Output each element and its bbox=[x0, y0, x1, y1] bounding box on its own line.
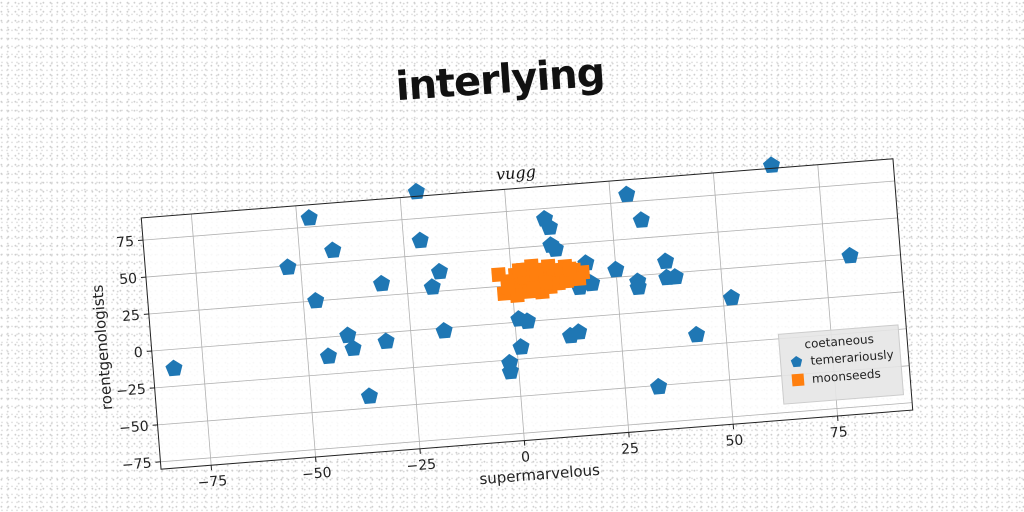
legend-marker-temerariously bbox=[790, 356, 803, 368]
data-point-temerariously bbox=[629, 278, 647, 296]
data-point-temerariously bbox=[279, 258, 297, 276]
data-point-temerariously bbox=[618, 185, 636, 203]
y-axis-label: roentgenologists bbox=[88, 284, 116, 411]
data-point-temerariously bbox=[344, 339, 362, 357]
x-grid-line bbox=[399, 197, 421, 449]
data-point-temerariously bbox=[570, 323, 588, 340]
x-tick-label: 0 bbox=[521, 449, 531, 466]
data-point-temerariously bbox=[650, 377, 668, 395]
data-point-temerariously bbox=[165, 359, 183, 377]
legend-label-moonseeds: moonseeds bbox=[811, 366, 881, 385]
data-point-temerariously bbox=[607, 260, 625, 278]
legend-label-temerariously: temerariously bbox=[810, 347, 894, 367]
x-tick-label: 75 bbox=[829, 424, 848, 441]
data-point-temerariously bbox=[430, 262, 448, 280]
chart-suptitle: interlying bbox=[394, 50, 605, 110]
x-grid-line bbox=[295, 205, 316, 458]
data-point-temerariously bbox=[307, 291, 325, 309]
y-tick-label: 0 bbox=[133, 345, 143, 362]
data-point-temerariously bbox=[632, 211, 650, 228]
data-point-temerariously bbox=[339, 326, 357, 344]
data-point-temerariously bbox=[377, 332, 395, 350]
data-point-moonseeds bbox=[500, 279, 516, 295]
legend-marker-moonseeds bbox=[791, 373, 805, 387]
y-grid-line bbox=[145, 217, 898, 278]
data-point-temerariously bbox=[435, 321, 453, 339]
data-point-temerariously bbox=[512, 338, 530, 355]
x-grid-line bbox=[608, 181, 630, 433]
plot-frame bbox=[140, 158, 914, 470]
x-tick-label: 25 bbox=[621, 441, 640, 458]
y-tick-label: −25 bbox=[116, 382, 147, 400]
y-grid-line bbox=[160, 402, 913, 463]
y-tick-label: 75 bbox=[116, 234, 135, 251]
data-point-temerariously bbox=[540, 218, 558, 236]
data-point-moonseeds bbox=[538, 275, 554, 291]
x-tick-label: −75 bbox=[197, 473, 228, 491]
data-point-temerariously bbox=[407, 182, 425, 200]
data-point-moonseeds bbox=[525, 280, 541, 296]
chart-title: vugg bbox=[495, 162, 536, 184]
data-point-temerariously bbox=[546, 240, 564, 257]
data-point-temerariously bbox=[687, 325, 706, 343]
data-point-moonseeds bbox=[558, 273, 574, 289]
legend-title: coetaneous bbox=[804, 332, 874, 351]
x-tick-label: −50 bbox=[302, 465, 333, 483]
data-point-moonseeds bbox=[511, 262, 527, 278]
data-point-temerariously bbox=[372, 274, 391, 292]
y-tick-label: −75 bbox=[121, 456, 152, 474]
data-point-temerariously bbox=[501, 362, 519, 380]
data-point-temerariously bbox=[360, 387, 378, 404]
data-point-temerariously bbox=[841, 246, 859, 264]
data-point-temerariously bbox=[518, 312, 536, 330]
y-tick-label: −50 bbox=[119, 419, 150, 437]
y-tick-label: 50 bbox=[119, 271, 138, 288]
x-tick-label: −25 bbox=[406, 457, 437, 475]
x-grid-line bbox=[190, 213, 212, 466]
data-point-moonseeds bbox=[562, 261, 578, 277]
data-point-temerariously bbox=[324, 241, 342, 259]
data-point-temerariously bbox=[423, 278, 441, 295]
data-point-temerariously bbox=[411, 231, 429, 249]
data-point-temerariously bbox=[319, 347, 337, 365]
legend-box bbox=[777, 324, 905, 405]
data-point-temerariously bbox=[722, 288, 740, 306]
data-point-temerariously bbox=[657, 252, 675, 270]
y-grid-line bbox=[142, 180, 895, 241]
x-tick-label: 50 bbox=[725, 432, 744, 449]
data-point-temerariously bbox=[666, 268, 684, 285]
x-grid-line bbox=[712, 172, 734, 425]
data-point-temerariously bbox=[300, 209, 318, 226]
x-axis-label: supermarvelous bbox=[479, 461, 601, 488]
y-tick-label: 25 bbox=[122, 308, 141, 325]
